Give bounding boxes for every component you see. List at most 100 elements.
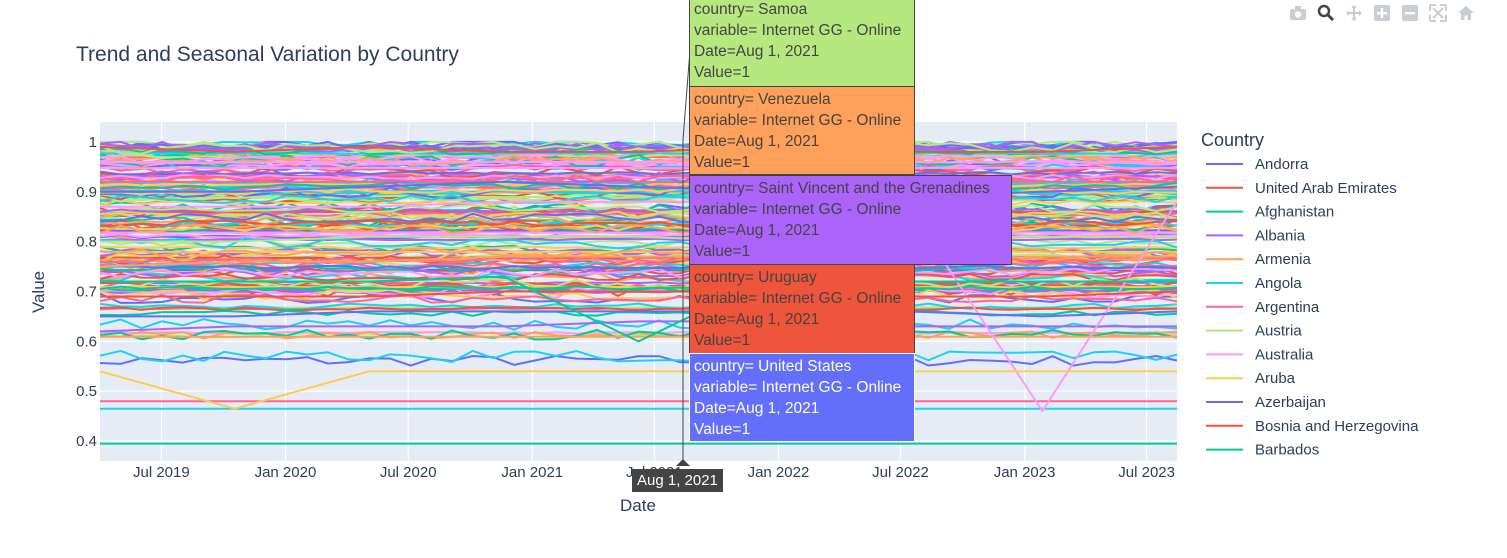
y-tick-label: 0.5 <box>76 383 97 400</box>
x-hover-label: Aug 1, 2021 <box>632 469 723 492</box>
camera-icon[interactable] <box>1287 2 1309 24</box>
hover-line: Date=Aug 1, 2021 <box>694 133 820 150</box>
legend-item[interactable]: Barbados <box>1206 442 1319 459</box>
x-tick-label: Jul 2019 <box>133 464 190 481</box>
hover-connector <box>682 49 691 141</box>
hover-line: country= Uruguay <box>694 269 817 286</box>
series-line-azerbaijan[interactable] <box>100 310 1178 318</box>
background-series-line <box>99 141 1178 155</box>
legend: Andorra United Arab Emirates Afghanistan Al… <box>1206 156 1419 459</box>
series-line-aruba[interactable] <box>99 370 1177 410</box>
zoom-icon[interactable] <box>1315 2 1337 24</box>
hover-line: Value=1 <box>694 154 751 171</box>
background-series-line <box>99 264 1178 270</box>
hover-box-samoa: country= Samoa variable= Internet GG - On… <box>689 0 915 87</box>
legend-title: Country <box>1201 130 1264 150</box>
hover-line: country= Samoa <box>694 1 808 18</box>
series-line-barbados[interactable] <box>100 275 1177 343</box>
series-line-australia[interactable] <box>100 200 1178 413</box>
y-tick-label: 0.9 <box>76 184 97 201</box>
legend-item[interactable]: Armenia <box>1206 251 1312 268</box>
x-hover-pointer <box>676 459 690 466</box>
legend-label: United Arab Emirates <box>1255 180 1397 197</box>
hover-line: variable= Internet GG - Online <box>694 201 902 218</box>
background-series-line <box>99 354 1178 367</box>
legend-item[interactable]: Albania <box>1206 227 1306 244</box>
legend-item[interactable]: Bosnia and Herzegovina <box>1206 418 1419 435</box>
legend-label: Angola <box>1255 275 1302 292</box>
legend-label: Australia <box>1255 346 1314 363</box>
autoscale-icon[interactable] <box>1427 2 1449 24</box>
legend-label: Albania <box>1255 227 1306 244</box>
legend-item[interactable]: Austria <box>1206 323 1302 340</box>
legend-label: Armenia <box>1255 251 1312 268</box>
legend-item[interactable]: Aruba <box>1206 370 1296 387</box>
legend-item[interactable]: Argentina <box>1206 299 1320 316</box>
x-tick-label: Jan 2023 <box>994 464 1056 481</box>
y-tick-label: 0.4 <box>76 433 97 450</box>
hover-box-venezuela: country= Venezuela variable= Internet GG … <box>689 86 915 175</box>
legend-label: Andorra <box>1255 156 1309 173</box>
hover-box-united-states: country= United States variable= Internet… <box>689 353 915 442</box>
background-series-line <box>99 160 1178 164</box>
pan-icon[interactable] <box>1343 2 1365 24</box>
hover-line: Value=1 <box>694 243 751 260</box>
legend-item[interactable]: Afghanistan <box>1206 204 1334 221</box>
hover-line: Value=1 <box>694 64 751 81</box>
series-line-united-arab-emirates[interactable] <box>99 145 1178 153</box>
hover-line: variable= Internet GG - Online <box>694 22 902 39</box>
legend-label: Afghanistan <box>1255 204 1334 221</box>
legend-label: Aruba <box>1255 370 1296 387</box>
hover-line: variable= Internet GG - Online <box>694 290 902 307</box>
legend-item[interactable]: Australia <box>1206 346 1314 363</box>
zoom-out-icon[interactable] <box>1399 2 1421 24</box>
hover-line: Date=Aug 1, 2021 <box>694 43 820 60</box>
legend-label: Bosnia and Herzegovina <box>1255 418 1419 435</box>
hover-line: Date=Aug 1, 2021 <box>694 400 820 417</box>
x-tick-label: Jan 2020 <box>255 464 317 481</box>
legend-label: Barbados <box>1255 442 1319 459</box>
background-series-line <box>99 349 1178 363</box>
series-line-albania[interactable] <box>99 320 1177 333</box>
x-tick-label: Jul 2020 <box>380 464 437 481</box>
x-axis-title: Date <box>620 496 656 515</box>
legend-item[interactable]: Andorra <box>1206 156 1309 173</box>
background-series-line <box>99 306 1178 312</box>
zoom-in-icon[interactable] <box>1371 2 1393 24</box>
y-tick-label: 0.7 <box>76 284 97 301</box>
hover-box-saint-vincent: country= Saint Vincent and the Grenadine… <box>689 175 1012 265</box>
hover-line: Value=1 <box>694 421 751 438</box>
hover-line: Value=1 <box>694 332 751 349</box>
hover-line: Date=Aug 1, 2021 <box>694 311 820 328</box>
hover-line: Date=Aug 1, 2021 <box>694 222 820 239</box>
legend-item[interactable]: Azerbaijan <box>1206 394 1326 411</box>
modebar <box>1287 2 1477 24</box>
y-tick-label: 1 <box>89 134 97 151</box>
x-tick-label: Jan 2021 <box>501 464 563 481</box>
background-series-line <box>99 267 1178 279</box>
hover-line: variable= Internet GG - Online <box>694 379 902 396</box>
background-series-line <box>99 267 1178 279</box>
legend-item[interactable]: United Arab Emirates <box>1206 180 1397 197</box>
legend-label: Argentina <box>1255 299 1320 316</box>
background-series-line <box>99 170 1178 176</box>
legend-label: Austria <box>1255 323 1302 340</box>
hover-line: country= Venezuela <box>694 91 831 108</box>
background-series-line <box>99 285 1178 291</box>
home-icon[interactable] <box>1455 2 1477 24</box>
background-series-line <box>99 293 1178 304</box>
background-series-line <box>99 231 1178 235</box>
hover-line: variable= Internet GG - Online <box>694 112 902 129</box>
x-tick-label: Jul 2022 <box>872 464 929 481</box>
chart-title: Trend and Seasonal Variation by Country <box>76 43 459 66</box>
hover-line: country= Saint Vincent and the Grenadine… <box>694 180 990 197</box>
series-line-bosnia-and-herzegovina[interactable] <box>100 290 1178 298</box>
y-axis-title: Value <box>29 271 48 313</box>
background-series-line <box>99 140 1178 153</box>
legend-item[interactable]: Angola <box>1206 275 1302 292</box>
y-tick-label: 0.6 <box>76 333 97 350</box>
hover-line: country= United States <box>694 358 852 375</box>
background-series-line <box>99 302 1178 311</box>
background-series-line <box>100 285 1178 289</box>
hover-box-uruguay: country= Uruguay variable= Internet GG - … <box>689 264 915 354</box>
